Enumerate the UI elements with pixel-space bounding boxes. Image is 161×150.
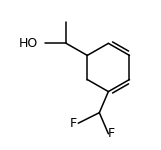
Text: HO: HO: [18, 37, 38, 50]
Text: F: F: [70, 117, 77, 130]
Text: F: F: [108, 127, 115, 140]
